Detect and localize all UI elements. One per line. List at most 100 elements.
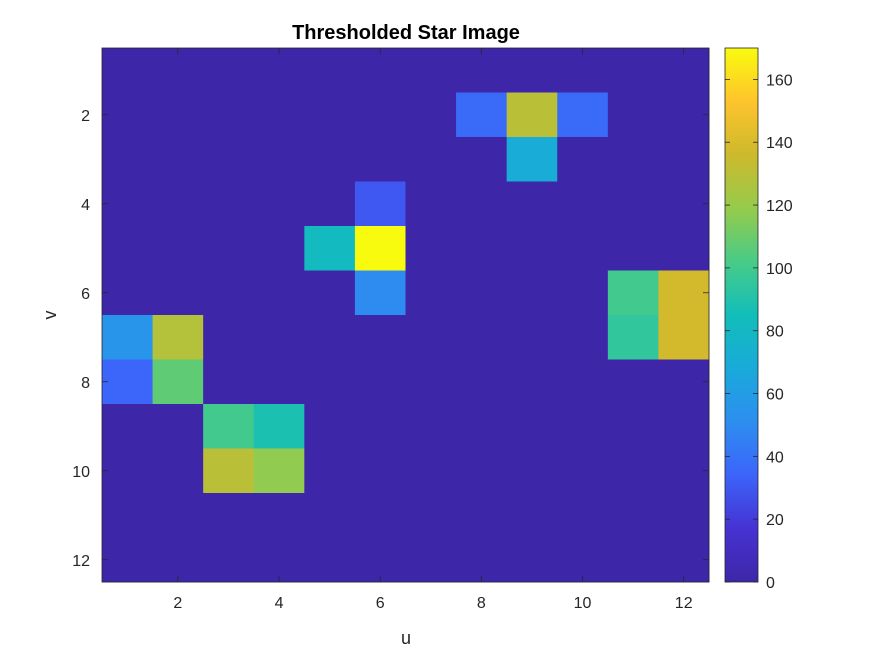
heatmap-cell xyxy=(253,181,305,227)
heatmap-cell xyxy=(456,404,508,449)
heatmap-cell xyxy=(354,226,406,271)
x-axis-ticks: 2 4 6 8 10 12 xyxy=(173,48,693,612)
heatmap-cell xyxy=(354,493,406,538)
heatmap-cell xyxy=(102,137,153,182)
heatmap-cell xyxy=(456,448,508,494)
heatmap-cell xyxy=(203,48,255,93)
x-tick-label: 12 xyxy=(675,595,693,612)
heatmap-cell xyxy=(607,448,659,494)
heatmap-cell xyxy=(253,359,305,405)
heatmap-cell xyxy=(152,404,204,449)
heatmap-cell xyxy=(607,359,659,405)
heatmap-cell xyxy=(102,270,153,316)
heatmap-cell xyxy=(203,92,255,138)
colorbar-tick-label: 140 xyxy=(766,135,793,152)
heatmap-cell xyxy=(557,226,609,271)
heatmap-cell xyxy=(557,448,609,494)
heatmap-cell xyxy=(607,493,659,538)
heatmap-cell xyxy=(102,359,153,405)
heatmap-cell xyxy=(607,181,659,227)
heatmap-cell xyxy=(203,226,255,271)
heatmap-cell xyxy=(203,181,255,227)
colorbar: 0 20 40 60 80 100 120 140 160 xyxy=(724,47,793,592)
heatmap-cell xyxy=(658,448,710,494)
heatmap-cell xyxy=(152,493,204,538)
heatmap-cell xyxy=(405,92,457,138)
heatmap-cell xyxy=(152,181,204,227)
heatmap-cell xyxy=(102,315,153,360)
heatmap-cell xyxy=(607,537,659,583)
heatmap-cell xyxy=(253,315,305,360)
heatmap-cell xyxy=(152,137,204,182)
heatmap-cell xyxy=(456,48,508,93)
heatmap-cell xyxy=(354,448,406,494)
heatmap-cell xyxy=(102,181,153,227)
heatmap-cell xyxy=(253,226,305,271)
heatmap-cell xyxy=(304,359,356,405)
heatmap-cell xyxy=(354,404,406,449)
heatmap-cell xyxy=(557,404,609,449)
heatmap-cell xyxy=(354,48,406,93)
heatmap-cell xyxy=(354,137,406,182)
x-tick-label: 8 xyxy=(477,595,486,612)
x-tick-label: 6 xyxy=(376,595,385,612)
heatmap-cell xyxy=(354,359,406,405)
heatmap-cell xyxy=(405,537,457,583)
heatmap-cell xyxy=(658,404,710,449)
x-tick-label: 10 xyxy=(574,595,592,612)
heatmap-cell xyxy=(456,493,508,538)
heatmap-cell xyxy=(405,270,457,316)
heatmap-cell xyxy=(607,404,659,449)
heatmap-cell xyxy=(253,48,305,93)
heatmap-cell xyxy=(304,404,356,449)
heatmap-cell xyxy=(456,315,508,360)
heatmap-cell xyxy=(405,48,457,93)
heatmap-cell xyxy=(405,448,457,494)
heatmap-cell xyxy=(405,137,457,182)
heatmap-cell xyxy=(506,92,558,138)
heatmap-cell xyxy=(304,493,356,538)
heatmap-cell xyxy=(203,137,255,182)
heatmap-cell xyxy=(607,48,659,93)
heatmap-cell xyxy=(354,270,406,316)
heatmap-cell xyxy=(354,315,406,360)
heatmap-cell xyxy=(102,537,153,583)
heatmap-cell xyxy=(354,92,406,138)
heatmap-cell xyxy=(203,359,255,405)
heatmap-cell xyxy=(658,315,710,360)
heatmap-cell xyxy=(658,48,710,93)
heatmap-cell xyxy=(658,493,710,538)
heatmap-cell xyxy=(506,137,558,182)
heatmap-cell xyxy=(102,48,153,93)
plot-area-frame xyxy=(101,47,710,583)
heatmap-cell xyxy=(152,315,204,360)
heatmap-cell xyxy=(506,448,558,494)
heatmap-cell xyxy=(506,493,558,538)
heatmap-cell xyxy=(405,226,457,271)
heatmap-cell xyxy=(658,181,710,227)
heatmap-cell xyxy=(304,48,356,93)
heatmap-cell xyxy=(658,226,710,271)
heatmap-cell xyxy=(607,270,659,316)
heatmap-cell xyxy=(456,537,508,583)
heatmap-cell xyxy=(152,92,204,138)
heatmap-cell xyxy=(456,226,508,271)
y-tick-label: 12 xyxy=(72,553,90,570)
heatmap-cell xyxy=(152,448,204,494)
heatmap-cell xyxy=(253,493,305,538)
heatmap-cell xyxy=(607,226,659,271)
heatmap-cell xyxy=(253,404,305,449)
heatmap-cell xyxy=(253,270,305,316)
heatmap-cell xyxy=(304,270,356,316)
heatmap-cell xyxy=(607,315,659,360)
heatmap-cell xyxy=(658,359,710,405)
heatmap-cell xyxy=(658,537,710,583)
y-axis-label: v xyxy=(40,311,60,320)
heatmap-cell xyxy=(557,537,609,583)
heatmap-cell xyxy=(456,359,508,405)
heatmap-cells xyxy=(102,48,710,583)
heatmap-cell xyxy=(304,537,356,583)
heatmap-cell xyxy=(102,226,153,271)
heatmap-cell xyxy=(456,137,508,182)
